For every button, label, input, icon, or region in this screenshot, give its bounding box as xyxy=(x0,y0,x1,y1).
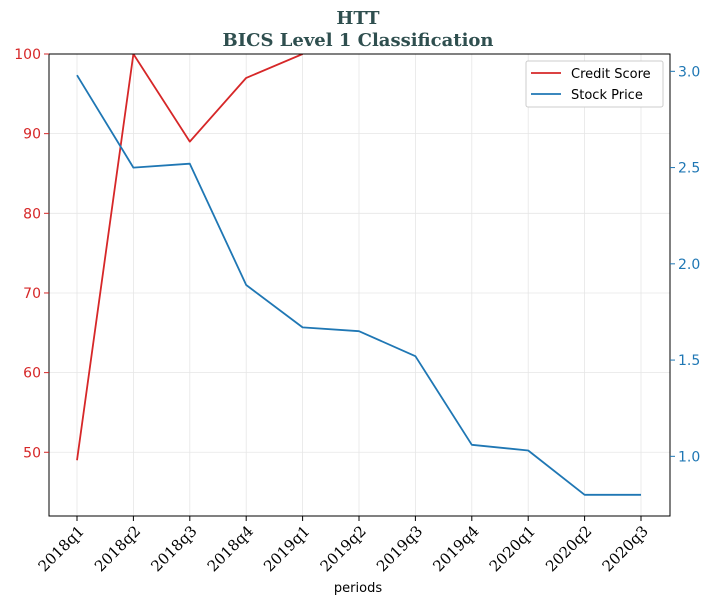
right-axis: 1.0 1.5 2.0 2.5 3.0 xyxy=(670,64,700,465)
x-axis-label: periods xyxy=(334,581,382,596)
x-tick-label: 2020q1 xyxy=(486,522,539,575)
x-tick-label: 2020q2 xyxy=(542,522,595,575)
left-axis: 50 60 70 80 90 100 xyxy=(14,47,49,461)
chart-title: HTT xyxy=(336,8,380,29)
x-tick-label: 2018q4 xyxy=(204,522,257,575)
left-tick-label: 80 xyxy=(23,206,41,222)
x-tick-label: 2018q2 xyxy=(91,522,144,575)
legend: Credit Score Stock Price xyxy=(525,60,664,108)
left-tick-label: 50 xyxy=(23,445,41,461)
series-line-stock-price xyxy=(76,74,641,496)
left-tick-label: 100 xyxy=(14,47,41,63)
x-tick-label: 2019q3 xyxy=(373,522,426,575)
left-tick-label: 90 xyxy=(23,127,41,143)
series-layer xyxy=(76,54,641,496)
right-tick-label: 2.0 xyxy=(678,257,700,273)
chart-subtitle: BICS Level 1 Classification xyxy=(222,30,493,51)
x-tick-label: 2019q1 xyxy=(260,522,313,575)
legend-label: Credit Score xyxy=(571,67,651,82)
grid xyxy=(49,53,670,516)
series-line-credit-score xyxy=(76,54,303,461)
x-tick-label: 2019q2 xyxy=(317,522,370,575)
x-tick-label: 2018q3 xyxy=(147,522,200,575)
x-tick-label: 2018q1 xyxy=(35,522,88,575)
right-tick-label: 2.5 xyxy=(678,161,700,177)
x-axis: 2018q1 2018q2 2018q3 2018q4 2019q1 2019q2 2019… xyxy=(35,516,652,575)
left-tick-label: 60 xyxy=(23,366,41,382)
right-tick-label: 1.0 xyxy=(678,449,700,465)
x-tick-label: 2020q3 xyxy=(599,522,652,575)
legend-label: Stock Price xyxy=(571,88,643,103)
plot-frame xyxy=(48,53,671,517)
x-tick-label: 2019q4 xyxy=(429,522,482,575)
left-tick-label: 70 xyxy=(23,286,41,302)
right-tick-label: 1.5 xyxy=(678,353,700,369)
right-tick-label: 3.0 xyxy=(678,64,700,80)
